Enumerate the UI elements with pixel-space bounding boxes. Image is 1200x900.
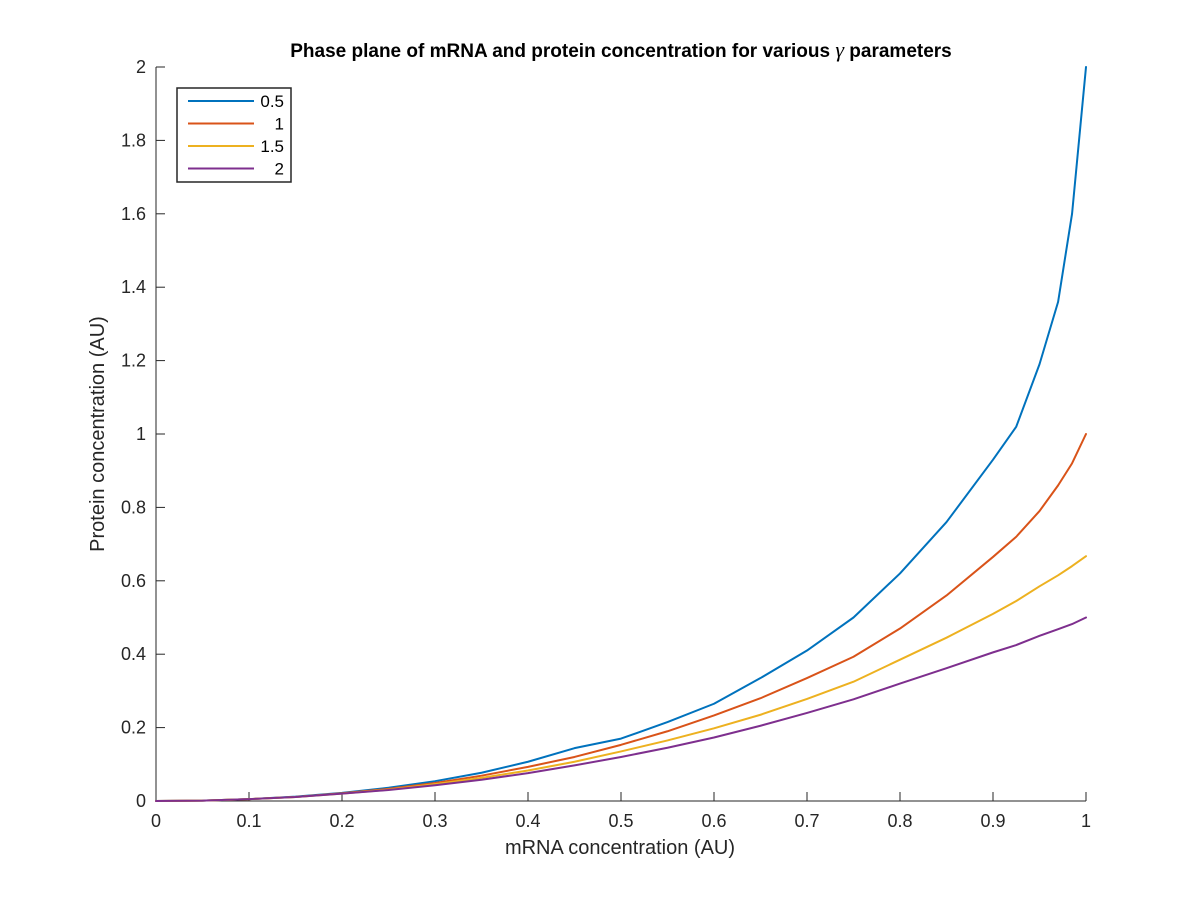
x-tick-label: 0.4 xyxy=(515,811,540,831)
x-tick-label: 0.2 xyxy=(329,811,354,831)
x-tick-label: 1 xyxy=(1081,811,1091,831)
y-tick-label: 1.6 xyxy=(121,204,146,224)
legend-label: 1.5 xyxy=(260,137,284,156)
x-tick-label: 0.8 xyxy=(887,811,912,831)
y-tick-label: 0.8 xyxy=(121,497,146,517)
x-tick-label: 0.7 xyxy=(794,811,819,831)
y-tick-label: 0 xyxy=(136,791,146,811)
y-tick-label: 0.6 xyxy=(121,571,146,591)
x-axis-label: mRNA concentration (AU) xyxy=(505,837,735,859)
y-tick-label: 1.4 xyxy=(121,277,146,297)
x-tick-label: 0.1 xyxy=(236,811,261,831)
x-tick-label: 0.5 xyxy=(608,811,633,831)
y-tick-label: 1.8 xyxy=(121,130,146,150)
x-tick-label: 0 xyxy=(151,811,161,831)
x-tick-label: 0.9 xyxy=(980,811,1005,831)
x-tick-label: 0.6 xyxy=(701,811,726,831)
legend-label: 0.5 xyxy=(260,92,284,111)
series-line-2 xyxy=(155,616,1087,802)
chart-title: Phase plane of mRNA and protein concentr… xyxy=(290,37,952,62)
y-axis-label: Protein concentration (AU) xyxy=(87,316,109,552)
legend[interactable]: 0.5 1 1.5 2 xyxy=(176,87,292,183)
legend-label: 1 xyxy=(275,115,284,134)
legend-box xyxy=(176,87,292,183)
y-tick-label: 2 xyxy=(136,57,146,77)
y-tick-label: 0.2 xyxy=(121,718,146,738)
y-tick-label: 1.2 xyxy=(121,351,146,371)
plot-lines xyxy=(155,66,1087,802)
x-tick-label: 0.3 xyxy=(422,811,447,831)
y-tick-label: 1 xyxy=(136,424,146,444)
axes: 0 0.1 0.2 0.3 0.4 0.5 0.6 0.7 0.8 0.9 1 0 0.2 0.4 0.6 0… xyxy=(121,57,1091,831)
y-tick-label: 0.4 xyxy=(121,644,146,664)
legend-label: 2 xyxy=(275,160,284,179)
